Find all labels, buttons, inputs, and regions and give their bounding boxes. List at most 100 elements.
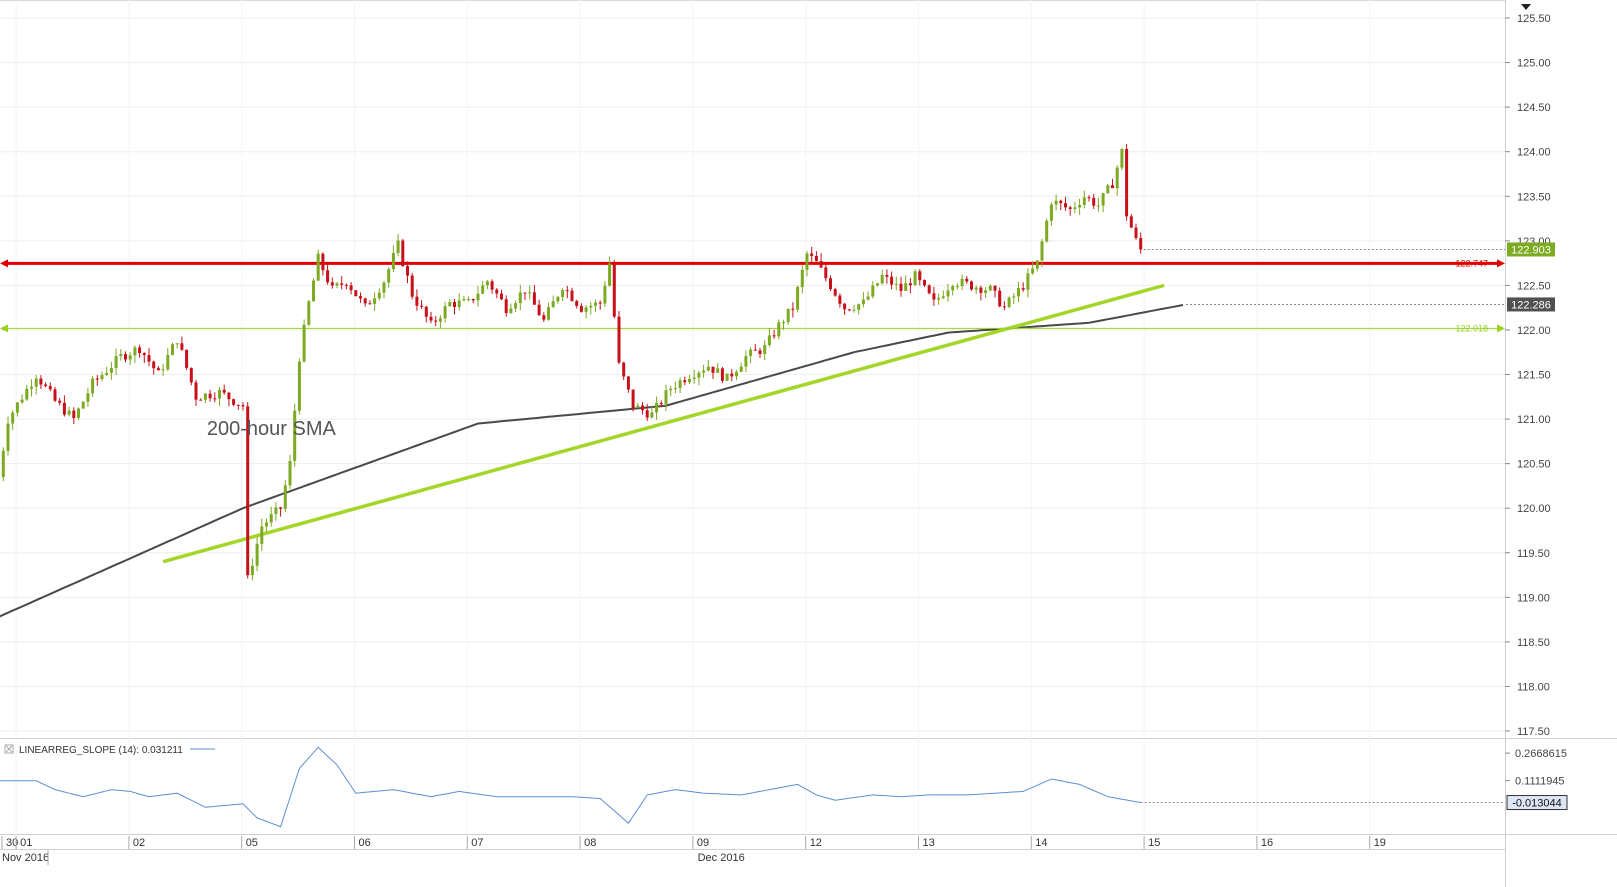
time-tick-label: 13 bbox=[923, 837, 935, 849]
levels-layer: 122.747 122.018 bbox=[0, 248, 1505, 333]
candle-body bbox=[166, 354, 170, 370]
candle bbox=[1049, 202, 1053, 226]
candle-body bbox=[735, 371, 738, 377]
candle-body bbox=[603, 285, 607, 304]
candle-body bbox=[960, 278, 964, 287]
candle bbox=[1059, 199, 1063, 210]
candle-body bbox=[1073, 207, 1077, 209]
candle bbox=[1021, 282, 1025, 292]
time-tick-label: 06 bbox=[359, 837, 371, 849]
candle bbox=[227, 392, 231, 407]
candle-body bbox=[974, 287, 978, 290]
candle-body bbox=[100, 375, 104, 380]
candle bbox=[1139, 232, 1143, 254]
candle-body bbox=[373, 298, 377, 304]
candle bbox=[960, 274, 964, 291]
candle-body bbox=[1068, 207, 1072, 209]
candle-body bbox=[579, 305, 583, 312]
candle bbox=[645, 403, 649, 421]
candle bbox=[589, 301, 593, 315]
candle-body bbox=[457, 300, 461, 308]
candle bbox=[749, 347, 753, 364]
candle bbox=[30, 379, 33, 397]
candle bbox=[274, 502, 278, 521]
candle-body bbox=[782, 322, 785, 324]
candle-body bbox=[523, 292, 527, 294]
price-tick-label: 121.50 bbox=[1517, 370, 1551, 382]
candle bbox=[622, 361, 626, 381]
candle-body bbox=[199, 399, 203, 401]
level-label: 122.747 bbox=[1455, 258, 1488, 268]
candle-body bbox=[467, 299, 471, 301]
time-tick-label: 30 bbox=[6, 837, 18, 849]
candle bbox=[1087, 195, 1091, 202]
candle bbox=[1002, 301, 1006, 311]
candle bbox=[509, 303, 513, 314]
candle bbox=[861, 291, 865, 308]
candle-body bbox=[1106, 185, 1110, 194]
candle bbox=[518, 284, 522, 311]
chevron-down-icon[interactable] bbox=[1518, 0, 1534, 10]
price-tick-label: 119.00 bbox=[1517, 592, 1550, 604]
candle-body bbox=[25, 388, 29, 400]
candle bbox=[335, 281, 339, 289]
sma-annotation: 200-hour SMA bbox=[207, 418, 337, 440]
candle bbox=[1120, 148, 1124, 171]
candle bbox=[725, 373, 729, 381]
month-label: Dec 2016 bbox=[698, 852, 745, 864]
candle bbox=[105, 366, 109, 377]
sma-200-line bbox=[0, 304, 1184, 618]
candle-body bbox=[1134, 227, 1138, 238]
candle bbox=[551, 295, 555, 308]
indicator-legend: LINEARREG_SLOPE (14): 0.031211 bbox=[19, 745, 183, 756]
candle-body bbox=[702, 370, 706, 373]
candle-body bbox=[147, 355, 151, 362]
candle-body bbox=[476, 293, 480, 301]
candle-body bbox=[124, 354, 127, 360]
time-tick-label: 07 bbox=[471, 837, 483, 849]
candle-body bbox=[796, 287, 800, 310]
candle-body bbox=[622, 362, 626, 377]
candle-body bbox=[894, 283, 898, 285]
candle bbox=[349, 282, 353, 295]
candle-body bbox=[843, 303, 847, 310]
candle bbox=[448, 298, 452, 307]
price-tick-label: 120.00 bbox=[1517, 503, 1551, 515]
candle bbox=[363, 297, 367, 307]
candle bbox=[124, 351, 127, 363]
candle-body bbox=[720, 368, 724, 381]
indicator-value-tag bbox=[1506, 795, 1568, 811]
candle-body bbox=[664, 390, 668, 405]
candle bbox=[871, 281, 875, 299]
candle bbox=[1040, 238, 1044, 268]
candle-body bbox=[650, 412, 654, 418]
candle-body bbox=[297, 361, 301, 411]
candle bbox=[932, 286, 936, 306]
candle bbox=[692, 369, 696, 384]
candle-body bbox=[814, 255, 818, 262]
candle bbox=[819, 253, 823, 269]
candle bbox=[222, 384, 226, 395]
candle bbox=[890, 271, 894, 290]
candle bbox=[481, 280, 485, 295]
candle bbox=[142, 352, 146, 364]
candle bbox=[39, 375, 43, 389]
candle-body bbox=[946, 290, 950, 297]
candle-body bbox=[866, 296, 870, 300]
candle bbox=[255, 536, 259, 572]
day-separators bbox=[15, 0, 1371, 832]
candle bbox=[702, 364, 706, 378]
candle-body bbox=[142, 353, 146, 356]
candle bbox=[767, 328, 771, 347]
price-axis: 125.50125.00124.50124.00123.50123.00122.… bbox=[1505, 13, 1555, 738]
candle-body bbox=[133, 347, 137, 356]
indicator-close-icon[interactable] bbox=[4, 744, 14, 754]
candle-body bbox=[429, 316, 433, 321]
candle bbox=[1134, 223, 1138, 240]
candle-body bbox=[138, 347, 142, 354]
candle-body bbox=[1040, 241, 1044, 261]
time-axis: 30 01 02 05 06 07 08 09 12 13 14 15 16 19 Nov 2016 Dec … bbox=[0, 836, 1505, 865]
candle bbox=[199, 398, 203, 401]
time-tick-label: 19 bbox=[1374, 837, 1386, 849]
